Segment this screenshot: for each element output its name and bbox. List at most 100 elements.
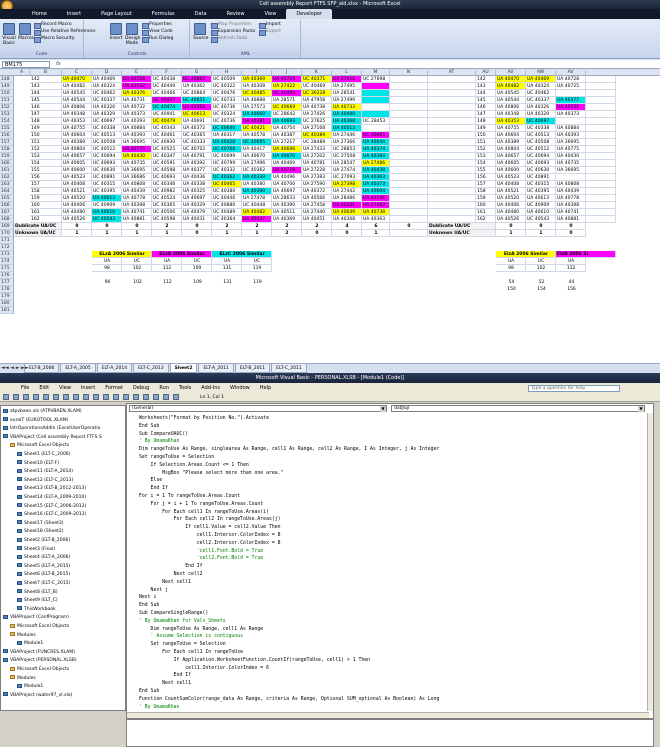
cell[interactable]: 158 [476, 188, 496, 195]
cell[interactable] [428, 160, 476, 167]
summary-value[interactable]: 0 [390, 223, 428, 230]
undo-icon[interactable] [73, 394, 79, 400]
cell[interactable]: UC 40736 [212, 118, 242, 125]
cell[interactable]: UA 28571 [272, 97, 302, 104]
ribbon-tab[interactable]: Developer [286, 9, 333, 19]
cell[interactable] [362, 104, 390, 111]
cell[interactable]: UC 27093 [332, 174, 362, 181]
cell[interactable]: UA 40398 [556, 202, 586, 209]
cell[interactable]: UA 40393 [122, 132, 152, 139]
break-icon[interactable] [103, 394, 109, 400]
cell[interactable] [390, 167, 428, 174]
code-line[interactable]: Next cell2 [139, 572, 203, 577]
column-header[interactable]: C [62, 70, 92, 76]
cell[interactable]: UA 40523 [496, 174, 526, 181]
similar-value[interactable]: 52 [538, 280, 545, 285]
project-item[interactable]: VBAProject (ConfProgram) [3, 614, 69, 621]
code-line[interactable]: cell1.Interior.ColorIndex = 8 [139, 533, 281, 538]
cell[interactable]: UA 40755 [62, 125, 92, 132]
cell[interactable]: UA 40613 [92, 195, 122, 202]
cell[interactable]: 144 [30, 90, 62, 97]
cell[interactable]: UC 40469 [302, 83, 332, 90]
similar-subheader[interactable]: UA [92, 258, 122, 265]
cell[interactable]: UC 27625 [302, 118, 332, 125]
cell[interactable]: UC 40880 [212, 202, 242, 209]
cell[interactable]: UC 40699 [212, 153, 242, 160]
row-header[interactable]: 173 [0, 251, 14, 258]
design-mode-icon[interactable] [123, 394, 129, 400]
summary-value[interactable]: 0 [182, 230, 212, 237]
code-line[interactable]: Worksheets("Format by Position No.").Act… [139, 416, 269, 421]
cell[interactable]: UA 40521 [62, 188, 92, 195]
cell[interactable]: 158 [30, 188, 62, 195]
cell[interactable]: UA 40521 [496, 188, 526, 195]
row-header[interactable]: 175 [0, 265, 14, 272]
code-line[interactable]: If Selection.Areas.Count <= 1 Then [139, 462, 249, 468]
cell[interactable] [390, 216, 428, 223]
help-icon[interactable] [173, 394, 179, 400]
relative-references-button[interactable]: Use Relative References [34, 29, 95, 36]
cell[interactable]: 148 [476, 118, 496, 125]
cell[interactable]: UA 40324 [526, 83, 556, 90]
similar-value[interactable]: 102 [122, 265, 152, 272]
cell[interactable]: UA 40729 [272, 76, 302, 83]
cell[interactable] [390, 76, 428, 83]
cell[interactable]: UA 27383 [302, 174, 332, 181]
row-header[interactable]: 158 [0, 146, 14, 153]
cell[interactable] [428, 202, 476, 209]
menu-item[interactable]: Insert [80, 385, 96, 391]
similar-value[interactable]: 102 [133, 280, 142, 285]
cell[interactable] [428, 167, 476, 174]
cell[interactable]: UA 40363 [362, 174, 390, 181]
similar-header[interactable]: ElzA 2006 Similar [496, 251, 556, 258]
summary-value[interactable]: 2 [152, 223, 182, 230]
menu-item[interactable]: Format [105, 385, 123, 391]
cell[interactable]: 153 [30, 153, 62, 160]
cell[interactable]: UC 40338 [526, 125, 556, 132]
cell[interactable] [586, 167, 616, 174]
cell[interactable]: UA 40738 [362, 209, 390, 216]
immediate-window[interactable] [126, 719, 654, 747]
cell[interactable]: 143 [476, 83, 496, 90]
project-explorer[interactable]: atpvbaen.xls (ATPVBAEN.XLAM) euroIT (EURO… [0, 405, 126, 711]
cell[interactable] [428, 97, 476, 104]
project-item[interactable]: Sheet4 (ELT-A_2006) [17, 554, 70, 561]
cell[interactable] [586, 125, 616, 132]
cell[interactable]: UC 40694 [92, 153, 122, 160]
cell[interactable]: UA 40368 [332, 216, 362, 223]
code-vertical-scrollbar[interactable] [647, 413, 653, 711]
cell[interactable]: 142 [30, 76, 62, 83]
cell[interactable]: UA 40781 [302, 160, 332, 167]
cell[interactable]: 150 [30, 132, 62, 139]
cell[interactable] [390, 90, 428, 97]
cell[interactable]: UA 40469 [92, 76, 122, 83]
similar-value[interactable]: 112 [163, 280, 172, 285]
cell[interactable]: UA 27440 [302, 209, 332, 216]
cell[interactable]: UC 40389 [302, 132, 332, 139]
column-header[interactable]: AV [556, 70, 586, 76]
cell[interactable]: 160 [30, 202, 62, 209]
cell[interactable]: UA 27410 [332, 76, 362, 83]
code-line[interactable]: Next j [139, 587, 168, 593]
row-header[interactable]: 150 [0, 90, 14, 97]
cell[interactable]: UA 27486 [362, 160, 390, 167]
copy-icon[interactable] [43, 394, 49, 400]
cell[interactable] [362, 83, 390, 90]
cell[interactable]: UC 28853 [332, 146, 362, 153]
column-header[interactable]: AU [476, 70, 496, 76]
column-header[interactable]: H [212, 70, 242, 76]
cell[interactable]: UA 40755 [496, 125, 526, 132]
cell[interactable]: UA 40804 [496, 146, 526, 153]
cell[interactable]: UC 40371 [302, 76, 332, 83]
summary-value[interactable]: 1 [92, 230, 122, 237]
cell[interactable] [586, 111, 616, 118]
cell[interactable] [390, 188, 428, 195]
project-item[interactable]: Module1 [17, 640, 43, 647]
row-header[interactable]: 179 [0, 293, 14, 300]
cell[interactable]: UA 40362 [182, 83, 212, 90]
similar-value[interactable]: 98 [92, 265, 122, 272]
cell[interactable]: UA 40735 [122, 160, 152, 167]
cell[interactable]: UC 40909 [526, 202, 556, 209]
cell[interactable] [390, 195, 428, 202]
cell[interactable]: UA 40398 [122, 202, 152, 209]
